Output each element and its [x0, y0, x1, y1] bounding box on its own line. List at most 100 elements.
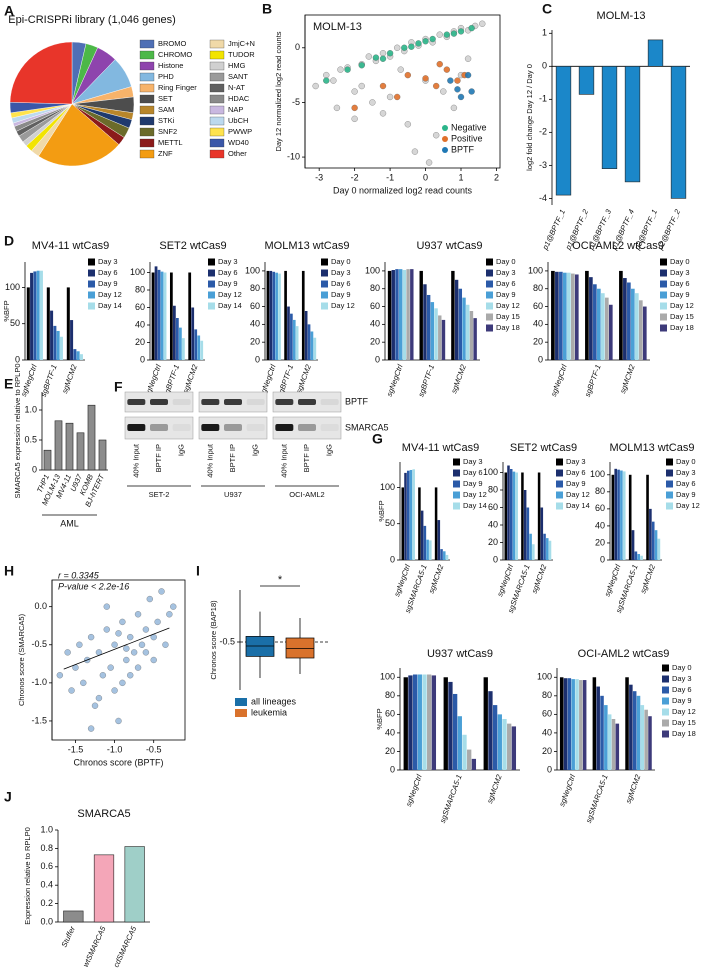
legend-label: Day 9 — [218, 279, 238, 288]
x-tick-label: sgMCM2 — [181, 363, 200, 395]
legend-swatch — [235, 709, 247, 717]
bar — [647, 39, 664, 67]
legend-label: Day 12 — [566, 490, 590, 499]
bar — [540, 507, 544, 560]
y-tick-label: -1.5 — [31, 715, 47, 725]
legend-label: Day 6 — [670, 279, 690, 288]
legend-swatch — [209, 61, 225, 71]
legend-label: Day 9 — [676, 490, 696, 499]
data-point — [138, 641, 146, 648]
data-point — [91, 702, 99, 709]
chart-title: MV4-11 wtCas9 — [32, 240, 109, 252]
data-point — [123, 645, 130, 652]
blot-band — [201, 399, 220, 405]
y-tick-label: 0 — [375, 354, 380, 364]
bar — [548, 540, 552, 560]
bar — [423, 525, 427, 560]
bar — [182, 338, 185, 360]
legend-label: Day 18 — [672, 729, 696, 738]
bar — [445, 554, 449, 560]
legend-label: Day 6 — [98, 268, 118, 277]
bar — [646, 474, 649, 560]
y-tick-label: 0 — [255, 354, 260, 364]
bar — [387, 270, 392, 360]
legend-label: Day 3 — [672, 674, 692, 683]
bar — [33, 271, 37, 360]
y-tick-label: 100 — [130, 267, 145, 277]
blot-band — [275, 424, 294, 431]
bar — [654, 530, 658, 560]
legend-swatch — [88, 280, 95, 288]
bar — [644, 709, 648, 770]
x-tick-label: wtSMARCA5 — [81, 924, 108, 968]
legend-swatch — [88, 269, 95, 277]
y-tick-label: 0.5 — [24, 434, 37, 444]
data-point — [170, 603, 177, 610]
bar — [529, 533, 532, 560]
data-point — [127, 633, 134, 641]
bar — [575, 679, 579, 770]
bar — [304, 311, 308, 360]
y-tick-label: -2 — [539, 127, 547, 137]
legend-label: Other — [228, 149, 247, 158]
bar — [600, 293, 605, 360]
bar — [418, 487, 421, 560]
data-point — [408, 43, 415, 50]
bar — [543, 533, 546, 560]
y-tick-label: 60 — [533, 301, 543, 311]
legend-label: Day 12 — [98, 290, 122, 299]
bar — [157, 269, 161, 360]
bar — [54, 420, 63, 471]
bar — [619, 270, 623, 360]
protein-label: SMARCA5 — [345, 422, 389, 432]
legend-label: N-AT — [228, 83, 245, 92]
bar — [160, 271, 164, 360]
y-tick-label: -10 — [287, 151, 300, 161]
bar — [66, 287, 70, 360]
bar — [502, 719, 507, 770]
bar — [629, 684, 633, 770]
legend-swatch — [662, 730, 669, 738]
bar — [408, 675, 413, 770]
bar — [551, 270, 555, 360]
bar — [571, 679, 575, 770]
bar — [172, 305, 176, 360]
x-tick-label: -1 — [386, 172, 394, 182]
y-tick-label: 80 — [595, 486, 605, 496]
bar — [638, 300, 643, 360]
bar — [611, 719, 616, 770]
legend-label: BPTF — [451, 144, 475, 154]
x-tick-label: sgMCM2 — [294, 363, 313, 395]
bar — [623, 278, 627, 360]
blot-band — [150, 399, 168, 405]
legend-label: Day 12 — [676, 501, 700, 510]
data-point — [351, 104, 358, 112]
legend-marker — [442, 125, 448, 131]
legend-label: Day 6 — [496, 279, 516, 288]
legend-label: Day 12 — [331, 301, 355, 310]
legend-swatch — [662, 675, 669, 683]
x-tick-label: sgMCM2 — [530, 563, 549, 595]
y-tick-label: 0 — [32, 464, 37, 474]
data-point — [64, 649, 71, 656]
legend-label: CHROMO — [158, 50, 192, 59]
bar — [454, 279, 459, 360]
chart-title: SET2 wtCas9 — [159, 240, 226, 252]
bar — [620, 470, 623, 560]
cell-line-label: U937 — [224, 490, 242, 499]
bar — [532, 544, 535, 560]
y-tick-label: 100 — [380, 672, 395, 682]
y-tick-label: 100 — [5, 282, 20, 292]
bar — [434, 487, 438, 560]
data-point — [404, 121, 411, 128]
y-tick-label: -0.5 — [31, 639, 47, 649]
y-tick-label: 40 — [595, 520, 605, 530]
chart-title: Epi-CRISPRi library (1,046 genes) — [8, 14, 176, 26]
bar — [462, 297, 466, 360]
bar — [191, 307, 195, 360]
y-tick-label: 40 — [542, 727, 552, 737]
bar — [614, 468, 618, 560]
bar — [188, 272, 192, 360]
legend-swatch — [209, 127, 225, 137]
legend-label: Day 0 — [676, 457, 696, 466]
